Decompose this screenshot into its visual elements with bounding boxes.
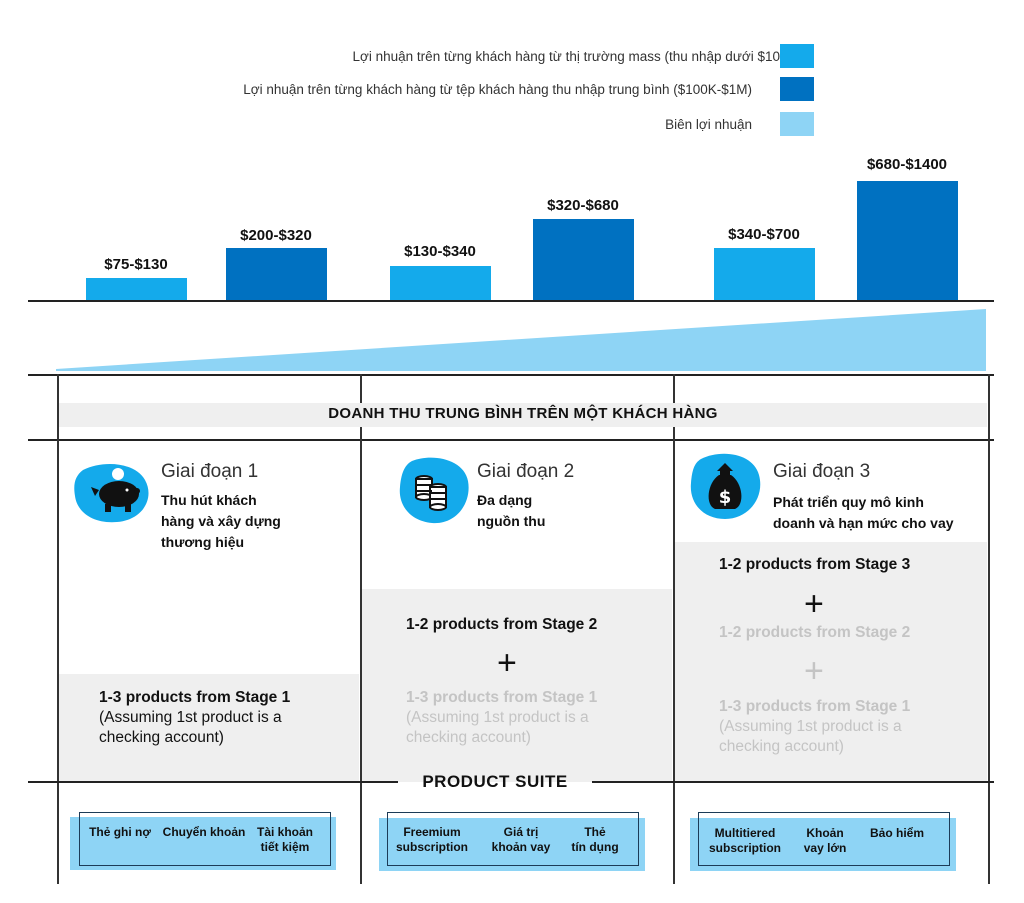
stage-title: Giai đoạn 1 [161,461,259,482]
bar-mid-stage2 [533,219,634,301]
suite-box-stage2 [379,818,645,871]
column-line-1 [360,374,362,884]
divider-top [28,374,994,376]
suite-frame-stage3 [698,812,950,866]
product-note: checking account) [406,729,531,746]
column-line-left [57,374,59,884]
plus-icon: + [804,585,824,623]
bar-mid-stage3 [857,181,958,301]
products-stage2-faded: 1-3 products from Stage 1 (Assuming 1st … [406,688,597,748]
suite-item: Giá trị khoản vay [491,825,551,854]
bar-label-mass-stage1: $75-$130 [104,256,168,273]
suite-item: Thẻ ghi nợ [89,825,151,839]
svg-text:$: $ [719,487,732,508]
suite-item: Tài khoản tiết kiệm [256,825,313,854]
stage-description: Đa dạng nguồn thu [477,490,545,532]
product-note: checking account) [719,738,844,755]
suite-item: Thẻ tín dụng [571,825,619,854]
plus-icon: + [497,644,517,682]
suite-box-stage3 [690,818,956,871]
money-bag-icon: $ [689,451,763,528]
products-panel-stage1 [59,674,359,782]
divider-header [28,439,994,441]
product-line: 1-2 products from Stage 2 [719,624,911,641]
stage-description: Phát triển quy mô kinh doanh và hạn mức … [773,492,954,534]
bar-mass-stage2 [390,266,491,301]
product-suite-line-right [592,781,994,783]
legend-label: Biên lợi nhuận [665,116,752,132]
stage-description-line: thương hiệu [161,534,245,550]
product-suite-line-left [28,781,398,783]
suite-item: Multitiered subscription [708,826,781,855]
stage-description-line: doanh và hạn mức cho vay [773,515,954,531]
product-suite-title: PRODUCT SUITE [422,772,568,791]
bar-mass-stage3 [714,248,815,301]
product-line: 1-3 products from Stage 1 [406,689,598,706]
product-line: 1-3 products from Stage 1 [99,689,291,706]
bar-label-mass-stage2: $130-$340 [404,243,476,260]
coin-stacks-icon [398,455,472,532]
legend-item-margin: Biên lợi nhuận [665,111,766,137]
margin-wedge-shape [56,309,986,371]
product-note: (Assuming 1st product is a [406,709,589,726]
stage-title: Giai đoạn 3 [773,461,871,482]
suite-item: Bảo hiểm [869,826,924,840]
legend-label: Lợi nhuận trên từng khách hàng từ tệp kh… [243,81,752,97]
piggy-bank-icon [73,460,155,531]
stage-description-line: nguồn thu [477,513,546,529]
column-line-2 [673,374,675,884]
suite-item: Khoản vay lớn [803,826,847,855]
stage-description-line: Phát triển quy mô kinh [773,494,924,510]
legend-swatch-margin [780,112,814,136]
stage-description-line: hàng và xây dựng [161,513,281,529]
bar-mid-stage1 [226,248,327,301]
suite-item: Chuyển khoản [162,825,246,839]
stage-description: Thu hút khách hàng và xây dựng thương hi… [161,490,281,553]
suite-item: Freemium subscription [395,825,468,854]
column-line-right [988,374,990,884]
plus-icon: + [804,652,824,690]
products-panel-stage2 [362,589,672,782]
legend-swatch-mass [780,44,814,68]
suite-box-stage1 [70,817,336,870]
bar-label-mid-stage2: $320-$680 [547,197,619,214]
stage-description-line: Đa dạng [477,492,533,508]
suite-frame-stage2 [387,812,639,866]
product-note: (Assuming 1st product is a [719,718,902,735]
chart-baseline [28,300,994,302]
bar-label-mid-stage1: $200-$320 [240,227,312,244]
legend-item-mid: Lợi nhuận trên từng khách hàng từ tệp kh… [243,76,766,102]
legend-item-mass: Lợi nhuận trên từng khách hàng từ thị tr… [353,43,815,69]
product-line: 1-3 products from Stage 1 [719,698,911,715]
bar-mass-stage1 [86,278,187,301]
products-stage3-faded: 1-3 products from Stage 1 (Assuming 1st … [719,697,910,757]
legend-swatch-mid [780,77,814,101]
product-line: 1-2 products from Stage 3 [719,556,911,573]
product-line: 1-2 products from Stage 2 [406,616,598,633]
revenue-header-band [59,403,987,427]
stage-title: Giai đoạn 2 [477,461,575,482]
product-note: (Assuming 1st product is a [99,709,282,726]
products-stage1: 1-3 products from Stage 1 (Assuming 1st … [99,688,290,748]
bar-label-mid-stage3: $680-$1400 [866,156,948,173]
revenue-header: DOANH THU TRUNG BÌNH TRÊN MỘT KHÁCH HÀNG [328,405,718,422]
suite-frame-stage1 [79,812,331,866]
margin-wedge [56,309,986,371]
legend-label: Lợi nhuận trên từng khách hàng từ thị tr… [352,48,801,64]
bar-label-mass-stage3: $340-$700 [728,226,800,243]
stage-description-line: Thu hút khách [161,492,257,508]
products-panel-stage3 [675,542,987,782]
product-note: checking account) [99,729,224,746]
